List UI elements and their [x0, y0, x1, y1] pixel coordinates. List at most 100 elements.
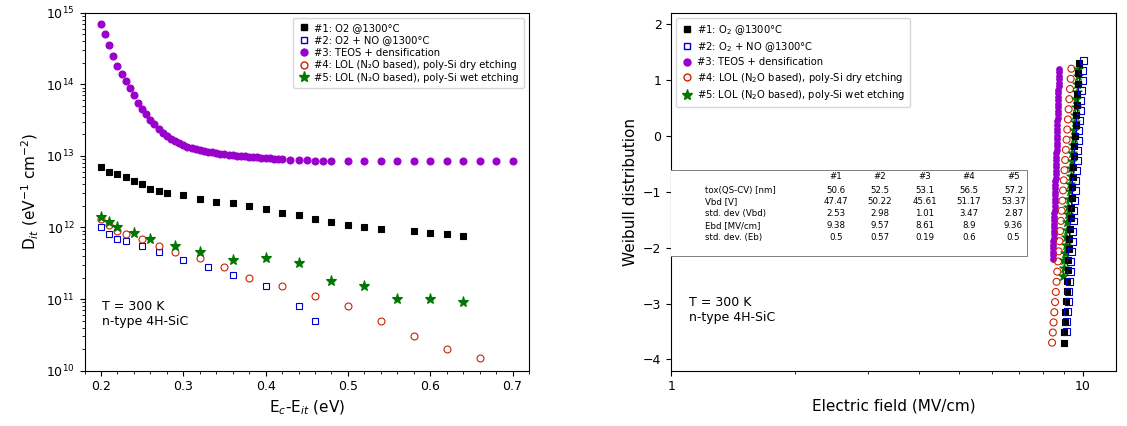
Point	[1045, 217, 1063, 224]
Point	[1058, 277, 1076, 284]
Point	[1048, 139, 1066, 146]
Point	[1045, 241, 1063, 248]
Point	[1065, 153, 1083, 160]
Point	[1065, 134, 1083, 141]
Point	[1074, 67, 1092, 74]
Text: Ebd [MV/cm]: Ebd [MV/cm]	[704, 221, 760, 230]
Point	[1054, 187, 1072, 194]
Text: 2.87: 2.87	[1004, 209, 1023, 218]
Point	[1045, 319, 1063, 326]
Text: 0.19: 0.19	[915, 233, 934, 242]
Point	[1057, 234, 1075, 241]
Text: #2: #2	[873, 172, 887, 181]
Point	[1070, 127, 1088, 134]
Point	[1072, 107, 1090, 114]
Point	[1061, 196, 1079, 202]
Point	[1050, 76, 1068, 83]
Point	[1063, 194, 1081, 201]
Point	[1058, 318, 1076, 325]
Point	[1048, 129, 1066, 135]
X-axis label: Electric field (MV/cm): Electric field (MV/cm)	[811, 399, 975, 414]
Point	[1049, 258, 1067, 265]
Point	[1070, 70, 1088, 77]
Point	[1070, 65, 1088, 72]
Text: 45.61: 45.61	[912, 197, 937, 206]
X-axis label: E$_c$-E$_{it}$ (eV): E$_c$-E$_{it}$ (eV)	[268, 399, 345, 417]
Text: 0.5: 0.5	[1006, 233, 1020, 242]
Point	[1068, 81, 1086, 87]
Point	[1072, 97, 1090, 104]
Point	[1045, 234, 1063, 241]
Point	[1059, 116, 1077, 123]
Point	[1049, 104, 1067, 111]
Text: 8.61: 8.61	[915, 221, 934, 230]
Legend: #1: O2 @1300°C, #2: O2 + NO @1300°C, #3: TEOS + densification, #4: LOL (N₂O base: #1: O2 @1300°C, #2: O2 + NO @1300°C, #3:…	[293, 18, 524, 88]
Point	[1048, 125, 1066, 132]
Point	[1045, 245, 1063, 252]
Text: #5: #5	[1008, 172, 1020, 181]
Point	[1044, 248, 1062, 255]
Point	[1067, 104, 1085, 110]
Point	[1045, 224, 1063, 230]
Text: T = 300 K
n-type 4H-SiC: T = 300 K n-type 4H-SiC	[689, 296, 775, 324]
Point	[1046, 206, 1064, 213]
Point	[1046, 210, 1064, 216]
Point	[1048, 143, 1066, 150]
Point	[1048, 111, 1066, 118]
Point	[1049, 248, 1067, 255]
Point	[1047, 146, 1065, 153]
Point	[1062, 180, 1080, 187]
Point	[1056, 242, 1074, 248]
Point	[1068, 147, 1086, 154]
Point	[1057, 136, 1075, 143]
Text: 9.57: 9.57	[871, 221, 889, 230]
Point	[1049, 83, 1067, 90]
Point	[1066, 187, 1084, 194]
Point	[1066, 198, 1084, 204]
Text: 50.22: 50.22	[868, 197, 893, 206]
Point	[1055, 177, 1073, 184]
Point	[1051, 227, 1070, 234]
Text: 2.53: 2.53	[826, 209, 845, 218]
Point	[1058, 308, 1076, 315]
Point	[1048, 115, 1066, 121]
Point	[1048, 121, 1066, 128]
Point	[1063, 184, 1081, 191]
Point	[1057, 328, 1075, 335]
Point	[1055, 257, 1073, 264]
Text: std. dev. (Eb): std. dev. (Eb)	[704, 233, 762, 242]
Point	[1065, 143, 1083, 150]
Point	[1062, 75, 1080, 82]
Text: 53.37: 53.37	[1001, 197, 1026, 206]
Text: 8.9: 8.9	[962, 221, 976, 230]
Point	[1046, 196, 1064, 202]
Point	[1046, 192, 1064, 199]
Point	[1059, 246, 1077, 253]
Text: 2.98: 2.98	[871, 209, 889, 218]
Point	[1046, 309, 1064, 316]
Text: Vbd [V]: Vbd [V]	[704, 197, 737, 206]
Text: 9.36: 9.36	[1004, 221, 1023, 230]
Point	[1049, 86, 1067, 93]
Text: 0.5: 0.5	[828, 233, 843, 242]
Point	[1062, 268, 1080, 275]
Point	[1047, 178, 1065, 185]
Point	[1061, 96, 1079, 103]
Point	[1047, 164, 1065, 171]
Point	[1050, 238, 1068, 245]
Point	[1063, 248, 1081, 255]
Point	[1057, 298, 1075, 305]
Point	[1067, 167, 1085, 174]
Point	[1062, 204, 1080, 211]
Point	[1056, 319, 1074, 325]
Point	[1064, 163, 1082, 170]
Point	[1045, 227, 1063, 234]
Point	[1067, 112, 1085, 118]
Text: 0.57: 0.57	[870, 233, 889, 242]
Legend: #1: O$_2$ @1300°C, #2: O$_2$ + NO @1300°C, #3: TEOS + densification, #4: LOL (N$: #1: O$_2$ @1300°C, #2: O$_2$ + NO @1300°…	[676, 18, 911, 107]
Point	[1046, 299, 1064, 305]
Point	[1050, 72, 1068, 79]
Point	[1066, 119, 1084, 126]
Point	[1055, 265, 1073, 271]
Point	[1064, 227, 1082, 234]
